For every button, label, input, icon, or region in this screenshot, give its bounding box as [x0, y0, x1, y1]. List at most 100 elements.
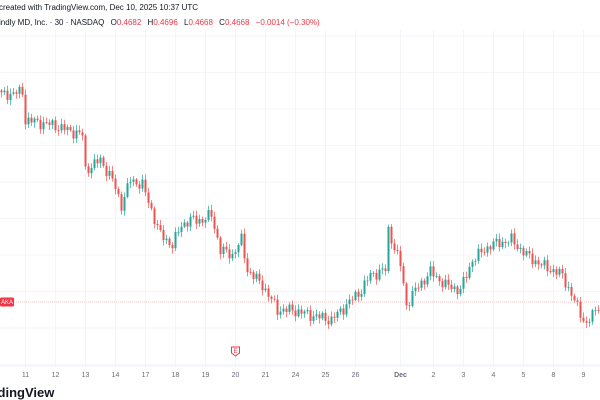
- candle: [27, 112, 30, 128]
- candle-body: [291, 304, 294, 311]
- candle: [99, 154, 102, 169]
- candle: [45, 117, 48, 125]
- candle: [339, 306, 342, 316]
- candle: [333, 312, 336, 324]
- candle: [483, 247, 486, 256]
- candle: [39, 115, 42, 134]
- candle-body: [573, 295, 576, 301]
- candle-body: [507, 242, 510, 244]
- candle-body: [474, 260, 477, 262]
- candle-body: [225, 246, 228, 250]
- candle: [393, 239, 396, 254]
- candle-body: [528, 250, 531, 254]
- candle-body: [240, 233, 243, 246]
- time-tick-label: 11: [22, 372, 29, 379]
- candle: [237, 243, 240, 258]
- candle-body: [114, 178, 117, 189]
- candle-body: [417, 287, 420, 289]
- candle: [396, 244, 399, 255]
- candle: [438, 274, 441, 286]
- candle: [429, 261, 432, 281]
- candle: [213, 211, 216, 234]
- candle: [9, 88, 12, 106]
- candle-body: [210, 210, 213, 217]
- candle: [225, 241, 228, 253]
- candle: [111, 165, 114, 182]
- candle-body: [123, 196, 126, 211]
- candle: [555, 266, 558, 280]
- candle-body: [516, 244, 519, 250]
- candle: [123, 192, 126, 216]
- candle-body: [204, 219, 207, 223]
- candle: [186, 220, 189, 232]
- candle: [36, 115, 39, 123]
- candle: [258, 269, 261, 285]
- candle: [150, 200, 153, 211]
- candle: [330, 311, 333, 327]
- candle-body: [477, 248, 480, 261]
- candle-body: [462, 276, 465, 289]
- candle-body: [207, 210, 210, 220]
- candle-body: [489, 246, 492, 250]
- candle: [570, 282, 573, 302]
- candle: [417, 283, 420, 293]
- candle: [411, 286, 414, 308]
- candle-body: [270, 296, 273, 299]
- candle: [489, 244, 492, 255]
- time-tick-label: 4: [492, 372, 496, 379]
- candle: [522, 245, 525, 261]
- candle-body: [387, 226, 390, 272]
- candle-body: [492, 241, 495, 250]
- grid: [0, 30, 600, 366]
- candle-body: [537, 260, 540, 265]
- candle: [345, 298, 348, 318]
- candle-body: [129, 181, 132, 184]
- candle-body: [381, 268, 384, 270]
- candle-body: [321, 312, 324, 319]
- candle-body: [318, 314, 321, 319]
- candle: [0, 89, 3, 98]
- candles: [0, 82, 600, 329]
- candle: [573, 293, 576, 303]
- candle: [477, 244, 480, 264]
- candle-body: [342, 308, 345, 315]
- candle-body: [561, 268, 564, 274]
- time-tick-label: 14: [112, 372, 120, 379]
- candle-body: [249, 272, 252, 273]
- candle: [231, 249, 234, 262]
- earnings-marker[interactable]: E: [231, 346, 240, 357]
- candle-body: [171, 245, 174, 249]
- candle-body: [237, 245, 240, 253]
- candle-body: [282, 308, 285, 312]
- candle: [126, 177, 129, 199]
- candle: [24, 89, 27, 130]
- candle: [450, 279, 453, 293]
- candle-body: [96, 159, 99, 164]
- candle-body: [426, 276, 429, 285]
- candle: [315, 309, 318, 321]
- candle: [414, 282, 417, 297]
- candle: [297, 304, 300, 318]
- candle: [228, 244, 231, 264]
- candle-body: [525, 250, 528, 256]
- candle-body: [513, 233, 516, 245]
- candle-body: [348, 299, 351, 305]
- candle-body: [363, 280, 366, 294]
- candle: [519, 243, 522, 254]
- candle: [267, 285, 270, 302]
- high-value: 0.4696: [153, 18, 178, 27]
- candle-body: [81, 132, 84, 136]
- candle: [546, 255, 549, 277]
- time-axis: 11 12 13 14 17 18 19 20 21 24 25 26 Dec 2 3 4 5 8 9: [22, 372, 586, 379]
- candle-body: [54, 120, 57, 131]
- candle-body: [87, 166, 90, 174]
- candle: [204, 217, 207, 228]
- candle: [525, 248, 528, 258]
- candle: [153, 206, 156, 229]
- candle-body: [543, 260, 546, 266]
- candle: [3, 87, 6, 96]
- candle: [561, 264, 564, 279]
- candle: [117, 186, 120, 198]
- candle-body: [132, 179, 135, 182]
